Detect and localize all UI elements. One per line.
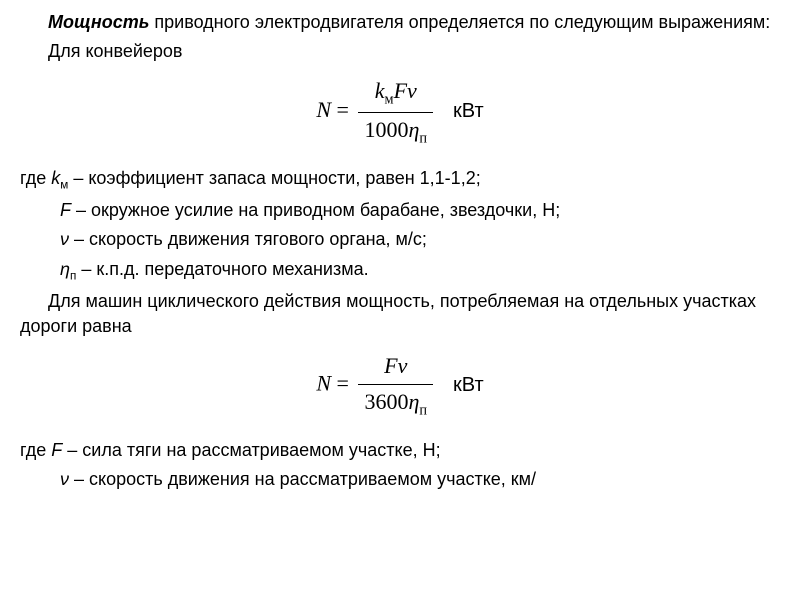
f2-den-eta: η (408, 389, 419, 414)
formula2-denominator: 3600ηп (358, 385, 433, 420)
f1-den-eta-sub: п (419, 130, 427, 146)
formula1-eq: = (331, 97, 354, 122)
f1-num-k-sub: м (385, 92, 394, 108)
conveyors-text: Для конвейеров (48, 41, 183, 61)
def2-var2: ν (60, 469, 69, 489)
def2-rest1: – сила тяги на рассматриваемом участке, … (62, 440, 440, 460)
def1-line2: F – окружное усилие на приводном барабан… (20, 198, 780, 223)
formula1-lhs: N (316, 97, 331, 122)
def1-pre: где (20, 168, 51, 188)
paragraph-cyclic: Для машин циклического действия мощность… (20, 289, 780, 339)
formula1-numerator: kмFν (358, 76, 433, 112)
def1-var2: F (60, 200, 71, 220)
formula1-denominator: 1000ηп (358, 113, 433, 148)
def2-line2: ν – скорость движения на рассматриваемом… (20, 467, 780, 492)
formula2-numerator: Fν (358, 351, 433, 385)
formula1-fraction: kмFν 1000ηп (358, 76, 433, 148)
def1-line4: ηп – к.п.д. передаточного механизма. (20, 257, 780, 285)
def2-var1: F (51, 440, 62, 460)
lead-word: Мощность (48, 12, 149, 32)
formula-2: N = Fν 3600ηп кВт (20, 351, 780, 420)
f2-den-const: 3600 (364, 389, 408, 414)
f1-num-F: F (394, 78, 407, 103)
f2-num-F: F (384, 353, 397, 378)
def1-rest4: – к.п.д. передаточного механизма. (76, 259, 368, 279)
def1-line3: ν – скорость движения тягового органа, м… (20, 227, 780, 252)
formula1-unit: кВт (453, 100, 484, 122)
cyclic-text: Для машин циклического действия мощность… (20, 291, 756, 336)
f1-den-const: 1000 (364, 117, 408, 142)
f1-den-eta: η (408, 117, 419, 142)
def2-pre: где (20, 440, 51, 460)
paragraph-intro: Мощность приводного электродвигателя опр… (20, 10, 780, 35)
formula2-eq: = (331, 371, 354, 396)
f1-num-k: k (375, 78, 385, 103)
def1-rest3: – скорость движения тягового органа, м/с… (69, 229, 427, 249)
def2-line1: где F – сила тяги на рассматриваемом уча… (20, 438, 780, 463)
def2-rest2: – скорость движения на рассматриваемом у… (69, 469, 536, 489)
formula2-unit: кВт (453, 374, 484, 396)
def1-line1: где kм – коэффициент запаса мощности, ра… (20, 166, 780, 194)
intro-rest: приводного электродвигателя определяется… (149, 12, 770, 32)
formula2-lhs: N (316, 371, 331, 396)
formula-1: N = kмFν 1000ηп кВт (20, 76, 780, 148)
def1-var4: η (60, 259, 70, 279)
paragraph-conveyors: Для конвейеров (20, 39, 780, 64)
formula2-fraction: Fν 3600ηп (358, 351, 433, 420)
def1-rest1: – коэффициент запаса мощности, равен 1,1… (68, 168, 480, 188)
f2-num-nu: ν (398, 353, 408, 378)
f2-den-eta-sub: п (419, 402, 427, 418)
def1-var1: k (51, 168, 60, 188)
def1-rest2: – окружное усилие на приводном барабане,… (71, 200, 560, 220)
def1-var3: ν (60, 229, 69, 249)
f1-num-nu: ν (407, 78, 417, 103)
